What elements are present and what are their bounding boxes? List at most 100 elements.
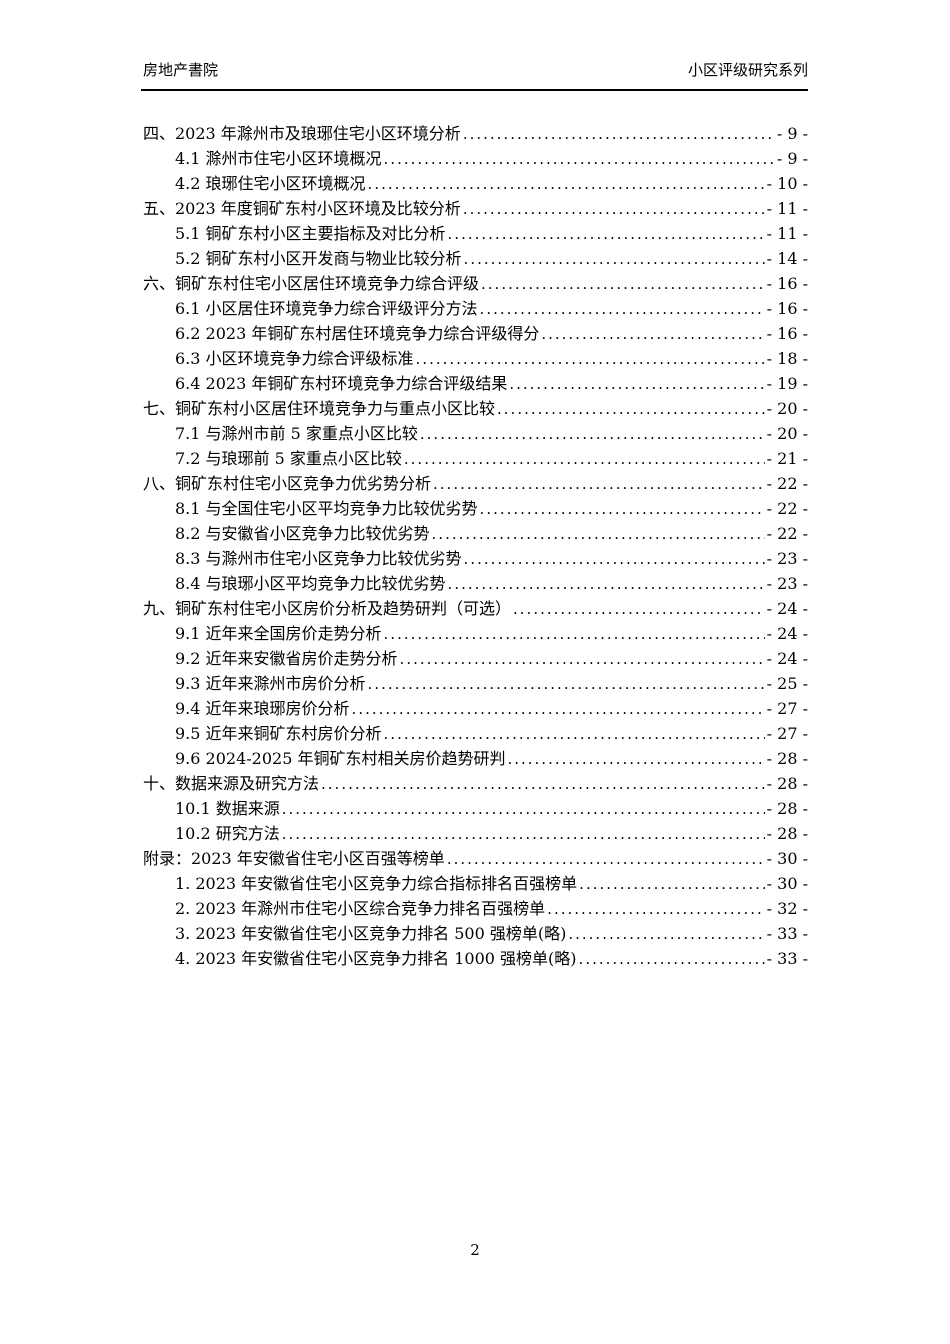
toc-entry[interactable]: 1. 2023 年安徽省住宅小区竞争力综合指标排名百强榜单 - 30 - [143, 871, 808, 896]
toc-page-number: - 32 - [766, 899, 808, 918]
toc-entry[interactable]: 7.2 与琅琊前 5 家重点小区比较 - 21 - [143, 446, 808, 471]
toc-entry-title: 6.4 2023 年铜矿东村环境竞争力综合评级结果 [175, 374, 508, 393]
toc-leader-dots [282, 797, 765, 822]
toc-entry-title: 十、数据来源及研究方法 [143, 774, 320, 793]
toc-entry-title: 2. 2023 年滁州市住宅小区综合竞争力排名百强榜单 [175, 899, 546, 918]
toc-entry[interactable]: 8.2 与安徽省小区竞争力比较优劣势 - 22 - [143, 521, 808, 546]
toc-page-number: - 16 - [766, 324, 808, 343]
toc-page-number: - 28 - [766, 824, 808, 843]
toc-page-number: - 18 - [766, 349, 808, 368]
toc-leader-dots [513, 597, 765, 622]
toc-entry[interactable]: 六、铜矿东村住宅小区居住环境竞争力综合评级 - 16 - [143, 271, 808, 296]
toc-entry-title: 附录：2023 年安徽省住宅小区百强等榜单 [143, 849, 445, 868]
toc-leader-dots [404, 447, 765, 472]
toc-entry[interactable]: 5.1 铜矿东村小区主要指标及对比分析 - 11 - [143, 221, 808, 246]
toc-page-number: - 11 - [766, 199, 808, 218]
toc-entry[interactable]: 3. 2023 年安徽省住宅小区竞争力排名 500 强榜单(略) - 33 - [143, 921, 808, 946]
toc-entry-title: 9.4 近年来琅琊房价分析 [175, 699, 350, 718]
toc-entry[interactable]: 8.1 与全国住宅小区平均竞争力比较优劣势 - 22 - [143, 496, 808, 521]
toc-entry[interactable]: 6.2 2023 年铜矿东村居住环境竞争力综合评级得分 - 16 - [143, 321, 808, 346]
toc-entry[interactable]: 五、2023 年度铜矿东村小区环境及比较分析 - 11 - [143, 196, 808, 221]
toc-entry[interactable]: 四、2023 年滁州市及琅琊住宅小区环境分析 - 9 - [143, 121, 808, 146]
toc-entry-title: 四、2023 年滁州市及琅琊住宅小区环境分析 [143, 124, 461, 143]
toc-entry-title: 10.1 数据来源 [175, 799, 280, 818]
toc-entry-title: 9.1 近年来全国房价走势分析 [175, 624, 382, 643]
toc-entry[interactable]: 8.4 与琅琊小区平均竞争力比较优劣势 - 23 - [143, 571, 808, 596]
toc-entry[interactable]: 10.1 数据来源 - 28 - [143, 796, 808, 821]
toc-leader-dots [448, 222, 765, 247]
toc-leader-dots [384, 722, 765, 747]
toc-entry[interactable]: 9.4 近年来琅琊房价分析 - 27 - [143, 696, 808, 721]
toc-entry-title: 8.1 与全国住宅小区平均竞争力比较优劣势 [175, 499, 478, 518]
toc-page-number: - 22 - [766, 499, 808, 518]
toc-entry[interactable]: 十、数据来源及研究方法 - 28 - [143, 771, 808, 796]
toc-entry[interactable]: 七、铜矿东村小区居住环境竞争力与重点小区比较 - 20 - [143, 396, 808, 421]
toc-leader-dots [547, 897, 764, 922]
toc-entry[interactable]: 10.2 研究方法 - 28 - [143, 821, 808, 846]
header-left-title: 房地产書院 [143, 61, 219, 79]
toc-entry[interactable]: 6.4 2023 年铜矿东村环境竞争力综合评级结果 - 19 - [143, 371, 808, 396]
header-divider [141, 89, 808, 91]
toc-entry[interactable]: 6.1 小区居住环境竞争力综合评级评分方法 - 16 - [143, 296, 808, 321]
toc-entry[interactable]: 八、铜矿东村住宅小区竞争力优劣势分析 - 22 - [143, 471, 808, 496]
toc-entry-title: 8.2 与安徽省小区竞争力比较优劣势 [175, 524, 430, 543]
toc-leader-dots [463, 197, 765, 222]
toc-entry-title: 4.2 琅琊住宅小区环境概况 [175, 174, 366, 193]
toc-entry-title: 五、2023 年度铜矿东村小区环境及比较分析 [143, 199, 461, 218]
toc-page-number: - 23 - [766, 574, 808, 593]
toc-leader-dots [368, 672, 765, 697]
toc-entry[interactable]: 5.2 铜矿东村小区开发商与物业比较分析 - 14 - [143, 246, 808, 271]
toc-entry[interactable]: 4.1 滁州市住宅小区环境概况 - 9 - [143, 146, 808, 171]
toc-entry[interactable]: 9.5 近年来铜矿东村房价分析 - 27 - [143, 721, 808, 746]
toc-entry-title: 3. 2023 年安徽省住宅小区竞争力排名 500 强榜单(略) [175, 924, 567, 943]
toc-entry[interactable]: 9.6 2024-2025 年铜矿东村相关房价趋势研判 - 28 - [143, 746, 808, 771]
toc-page-number: - 20 - [766, 399, 808, 418]
toc-page-number: - 25 - [766, 674, 808, 693]
toc-page-number: - 16 - [766, 274, 808, 293]
toc-leader-dots [497, 397, 765, 422]
toc-leader-dots [541, 322, 764, 347]
toc-page-number: - 24 - [766, 649, 808, 668]
toc-page-number: - 23 - [766, 549, 808, 568]
toc-entry[interactable]: 4. 2023 年安徽省住宅小区竞争力排名 1000 强榜单(略) - 33 - [143, 946, 808, 971]
toc-leader-dots [368, 172, 765, 197]
toc-page-number: - 28 - [766, 799, 808, 818]
toc-leader-dots [507, 747, 764, 772]
toc-entry-title: 7.2 与琅琊前 5 家重点小区比较 [175, 449, 402, 468]
toc-entry-title: 7.1 与滁州市前 5 家重点小区比较 [175, 424, 418, 443]
toc-entry[interactable]: 9.3 近年来滁州市房价分析 - 25 - [143, 671, 808, 696]
toc-leader-dots [433, 472, 765, 497]
toc-leader-dots [420, 422, 765, 447]
toc-entry-title: 9.5 近年来铜矿东村房价分析 [175, 724, 382, 743]
toc-page-number: - 28 - [766, 774, 808, 793]
toc-entry[interactable]: 附录：2023 年安徽省住宅小区百强等榜单 - 30 - [143, 846, 808, 871]
toc-entry[interactable]: 8.3 与滁州市住宅小区竞争力比较优劣势 - 23 - [143, 546, 808, 571]
toc-leader-dots [416, 347, 765, 372]
toc-entry-title: 九、铜矿东村住宅小区房价分析及趋势研判（可选） [143, 599, 512, 618]
toc-entry[interactable]: 2. 2023 年滁州市住宅小区综合竞争力排名百强榜单 - 32 - [143, 896, 808, 921]
toc-entry[interactable]: 4.2 琅琊住宅小区环境概况 - 10 - [143, 171, 808, 196]
toc-entry-title: 八、铜矿东村住宅小区竞争力优劣势分析 [143, 474, 432, 493]
toc-leader-dots [464, 247, 765, 272]
toc-page-number: - 27 - [766, 699, 808, 718]
page-number: 2 [470, 1241, 480, 1259]
toc-entry-title: 8.4 与琅琊小区平均竞争力比较优劣势 [175, 574, 446, 593]
toc-page-number: - 24 - [766, 624, 808, 643]
toc-leader-dots [579, 872, 764, 897]
toc-entry-title: 6.2 2023 年铜矿东村居住环境竞争力综合评级得分 [175, 324, 540, 343]
toc-entry-title: 9.6 2024-2025 年铜矿东村相关房价趋势研判 [175, 749, 506, 768]
toc-entry[interactable]: 9.1 近年来全国房价走势分析 - 24 - [143, 621, 808, 646]
toc-entry-title: 七、铜矿东村小区居住环境竞争力与重点小区比较 [143, 399, 496, 418]
toc-leader-dots [447, 847, 765, 872]
toc-entry[interactable]: 九、铜矿东村住宅小区房价分析及趋势研判（可选） - 24 - [143, 596, 808, 621]
toc-page-number: - 20 - [766, 424, 808, 443]
toc-leader-dots [432, 522, 765, 547]
toc-entry[interactable]: 6.3 小区环境竞争力综合评级标准 - 18 - [143, 346, 808, 371]
toc-leader-dots [464, 547, 765, 572]
toc-leader-dots [400, 647, 765, 672]
toc-entry[interactable]: 7.1 与滁州市前 5 家重点小区比较 - 20 - [143, 421, 808, 446]
page-footer: 2 [0, 1241, 950, 1259]
toc-entry-title: 4. 2023 年安徽省住宅小区竞争力排名 1000 强榜单(略) [175, 949, 577, 968]
toc-leader-dots [480, 497, 765, 522]
toc-entry[interactable]: 9.2 近年来安徽省房价走势分析 - 24 - [143, 646, 808, 671]
